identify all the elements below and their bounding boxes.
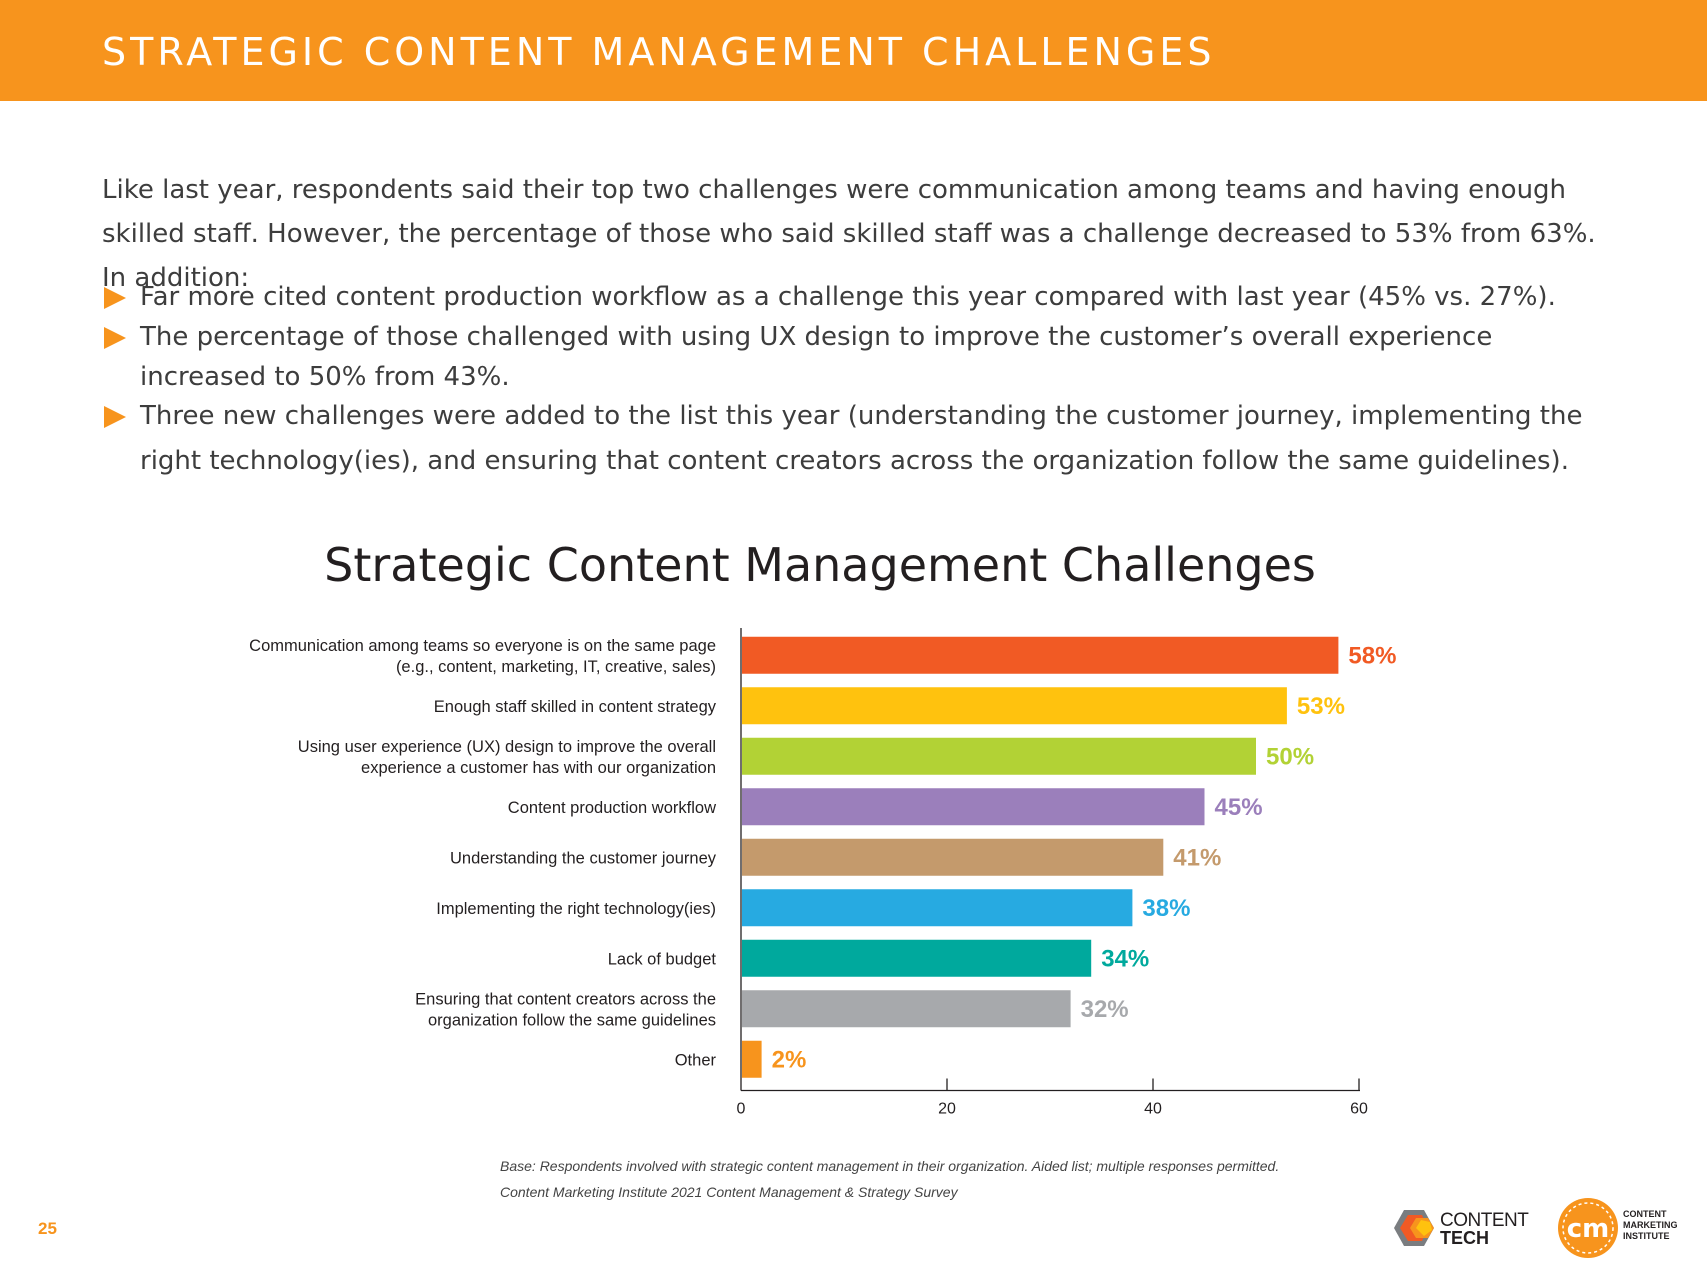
source-note: Base: Respondents involved with strategi… [500,1153,1279,1205]
category-label: Ensuring that content creators across th… [415,990,716,1008]
bar-value-label: 38% [1142,895,1190,922]
logo-content-text: CONTENT [1440,1210,1529,1231]
bar [742,838,1164,876]
bullet-item: Three new challenges were added to the l… [102,394,1612,484]
bar-value-label: 34% [1101,945,1149,972]
category-label: Understanding the customer journey [450,849,717,867]
logo-tech-text: TECH [1440,1228,1489,1248]
bullet-text: Three new challenges were added to the l… [140,401,1583,476]
bullet-text: The percentage of those challenged with … [140,322,1493,392]
category-label: Lack of budget [608,950,717,968]
bar [742,788,1205,826]
bar-value-label: 2% [772,1046,807,1073]
bar [742,990,1071,1028]
category-label: (e.g., content, marketing, IT, creative,… [396,658,716,676]
bullet-text: Far more cited content production workfl… [140,282,1556,312]
bar-value-label: 50% [1266,743,1314,770]
bullet-item: The percentage of those challenged with … [102,317,1612,397]
bar [742,737,1256,775]
bar [742,1040,762,1078]
bar-value-label: 32% [1081,996,1129,1023]
content-tech-logo: CONTENT TECH [1394,1210,1530,1248]
triangle-arrow-right-icon [104,406,126,428]
bar [742,636,1339,674]
hexagon-logo-icon [1394,1210,1434,1246]
category-label: organization follow the same guidelines [428,1011,716,1029]
category-label: Enough staff skilled in content strategy [434,698,717,716]
logo-cmi-line: CONTENT [1623,1209,1667,1219]
svg-text:cm: cm [1567,1214,1610,1244]
category-label: Other [675,1051,717,1069]
bullet-item: Far more cited content production workfl… [102,277,1612,317]
x-tick-label: 20 [938,1101,956,1118]
cm-circle-logo-icon: cm [1558,1198,1618,1258]
category-label: Communication among teams so everyone is… [249,637,716,655]
chart-title: Strategic Content Management Challenges [324,538,1316,592]
bar-value-label: 41% [1173,844,1221,871]
bar [742,939,1092,977]
page-title: STRATEGIC CONTENT MANAGEMENT CHALLENGES [102,30,1216,74]
x-tick-label: 40 [1144,1101,1162,1118]
intro-paragraph: Like last year, respondents said their t… [102,175,1596,293]
category-label: Content production workflow [508,799,716,817]
bullet-list: Far more cited content production workfl… [102,277,1612,484]
cmi-logo: cm CONTENT MARKETING INSTITUTE [1558,1198,1678,1258]
bar-chart: 58% Communication among teams so everyone… [249,628,1396,1118]
bar [742,687,1287,725]
header-bar: STRATEGIC CONTENT MANAGEMENT CHALLENGES [0,0,1707,101]
bar-value-label: 58% [1348,642,1396,669]
triangle-arrow-right-icon [104,327,126,349]
page-number: 25 [38,1219,57,1238]
logo-cmi-line: INSTITUTE [1623,1231,1670,1241]
source-base-line: Base: Respondents involved with strategi… [500,1158,1280,1174]
source-survey-line: Content Marketing Institute 2021 Content… [500,1184,958,1200]
category-label: experience a customer has with our organ… [361,759,716,777]
category-label: Implementing the right technology(ies) [436,900,716,918]
bar [742,889,1133,927]
x-tick-label: 60 [1350,1101,1368,1118]
x-tick-label: 0 [737,1101,746,1118]
logo-cmi-line: MARKETING [1623,1220,1678,1230]
category-label: Using user experience (UX) design to imp… [298,738,716,756]
triangle-arrow-right-icon [104,287,126,309]
bar-value-label: 53% [1297,693,1345,720]
bar-value-label: 45% [1215,794,1263,821]
